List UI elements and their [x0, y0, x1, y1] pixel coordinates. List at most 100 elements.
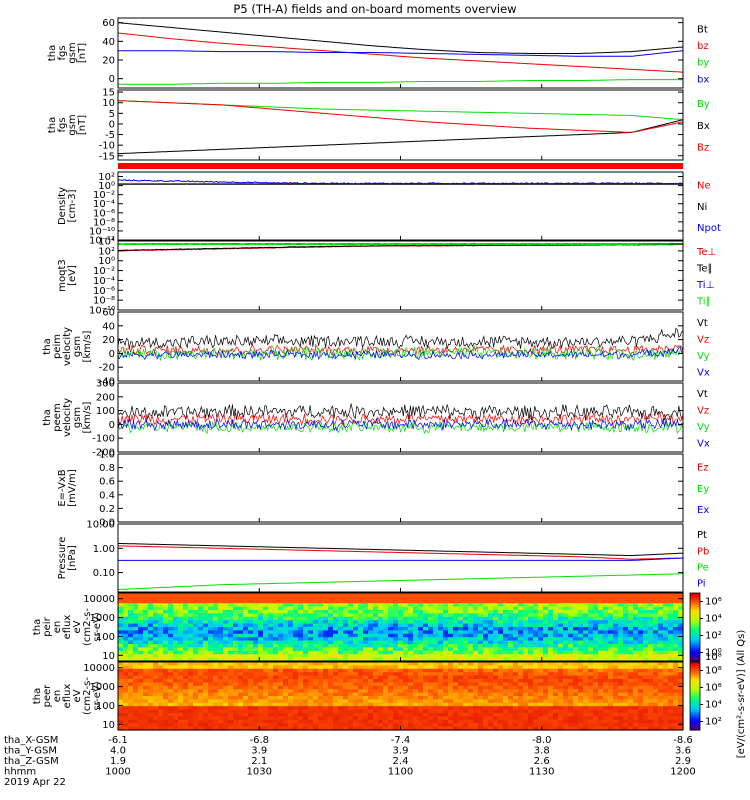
heatmap-cell	[363, 685, 369, 690]
heatmap-cell	[428, 699, 434, 704]
heatmap-cell	[503, 665, 509, 670]
heatmap-cell	[233, 726, 239, 731]
heatmap-cell	[473, 723, 479, 728]
heatmap-cell	[413, 689, 419, 694]
heatmap-cell	[208, 627, 214, 631]
heatmap-cell	[423, 665, 429, 670]
heatmap-cell	[258, 719, 264, 724]
heatmap-cell	[148, 685, 154, 690]
heatmap-cell	[443, 640, 449, 645]
heatmap-cell	[193, 613, 199, 618]
heatmap-cell	[393, 613, 399, 618]
heatmap-cell	[403, 713, 409, 717]
heatmap-cell	[508, 599, 514, 604]
heatmap-cell	[583, 650, 589, 655]
heatmap-cell	[423, 654, 429, 659]
heatmap-cell	[438, 692, 444, 697]
heatmap-cell	[633, 696, 639, 700]
heatmap-cell	[618, 640, 624, 645]
heatmap-cell	[598, 713, 604, 717]
heatmap-cell	[308, 654, 314, 659]
heatmap-cell	[453, 706, 459, 711]
heatmap-cell	[578, 616, 584, 621]
heatmap-cell	[513, 716, 519, 721]
heatmap-cell	[673, 719, 679, 724]
heatmap-cell	[288, 650, 294, 655]
heatmap-cell	[458, 599, 464, 604]
heatmap-cell	[378, 682, 384, 687]
heatmap-cell	[118, 679, 124, 683]
heatmap-cell	[303, 630, 309, 635]
heatmap-cell	[363, 623, 369, 628]
heatmap-cell	[468, 675, 474, 680]
heatmap-cell	[213, 682, 219, 687]
heatmap-cell	[443, 672, 449, 677]
heatmap-cell	[558, 613, 564, 618]
series-line-Vz	[117, 411, 684, 427]
heatmap-cell	[348, 699, 354, 704]
heatmap-cell	[188, 623, 194, 628]
heatmap-cell	[458, 662, 464, 666]
heatmap-cell	[483, 726, 489, 731]
heatmap-cell	[508, 657, 514, 662]
heatmap-cell	[278, 657, 284, 662]
heatmap-cell	[378, 640, 384, 645]
heatmap-cell	[548, 679, 554, 683]
heatmap-cell	[213, 599, 219, 604]
heatmap-cell	[173, 610, 179, 614]
heatmap-cell	[653, 627, 659, 631]
heatmap-cell	[638, 709, 644, 714]
heatmap-cell	[433, 647, 439, 652]
heatmap-cell	[653, 702, 659, 707]
heatmap-cell	[288, 637, 294, 642]
heatmap-cell	[273, 706, 279, 711]
heatmap-cell	[488, 613, 494, 618]
heatmap-cell	[188, 696, 194, 700]
heatmap-cell	[273, 723, 279, 728]
heatmap-cell	[283, 665, 289, 670]
heatmap-cell	[443, 675, 449, 680]
heatmap-cell	[248, 706, 254, 711]
y-tick-label: 200	[96, 392, 115, 403]
heatmap-cell	[608, 716, 614, 721]
heatmap-cell	[288, 716, 294, 721]
heatmap-cell	[358, 662, 364, 666]
heatmap-cell	[623, 689, 629, 694]
heatmap-cell	[663, 596, 669, 601]
heatmap-cell	[238, 620, 244, 625]
heatmap-cell	[578, 650, 584, 655]
heatmap-cell	[568, 672, 574, 677]
heatmap-cell	[598, 644, 604, 648]
heatmap-cell	[373, 696, 379, 700]
heatmap-cell	[208, 675, 214, 680]
heatmap-cell	[353, 633, 359, 638]
heatmap-cell	[253, 672, 259, 677]
heatmap-cell	[258, 706, 264, 711]
heatmap-cell	[548, 613, 554, 618]
heatmap-cell	[153, 682, 159, 687]
heatmap-cell	[643, 650, 649, 655]
heatmap-cell	[223, 662, 229, 666]
heatmap-cell	[308, 699, 314, 704]
heatmap-cell	[278, 640, 284, 645]
heatmap-cell	[558, 726, 564, 731]
heatmap-cell	[593, 650, 599, 655]
heatmap-cell	[218, 689, 224, 694]
heatmap-cell	[353, 650, 359, 655]
heatmap-cell	[198, 699, 204, 704]
heatmap-cell	[573, 682, 579, 687]
heatmap-cell	[513, 630, 519, 635]
heatmap-cell	[278, 665, 284, 670]
heatmap-cell	[118, 706, 124, 711]
heatmap-cell	[643, 679, 649, 683]
heatmap-cell	[258, 630, 264, 635]
heatmap-cell	[213, 623, 219, 628]
heatmap-cell	[628, 726, 634, 731]
y-axis-label-line: (cm2-s-	[82, 608, 93, 646]
colorbar-frame	[689, 592, 701, 662]
heatmap-cell	[218, 610, 224, 614]
heatmap-cell	[498, 630, 504, 635]
heatmap-cell	[288, 603, 294, 608]
heatmap-cell	[398, 672, 404, 677]
heatmap-cell	[643, 596, 649, 601]
